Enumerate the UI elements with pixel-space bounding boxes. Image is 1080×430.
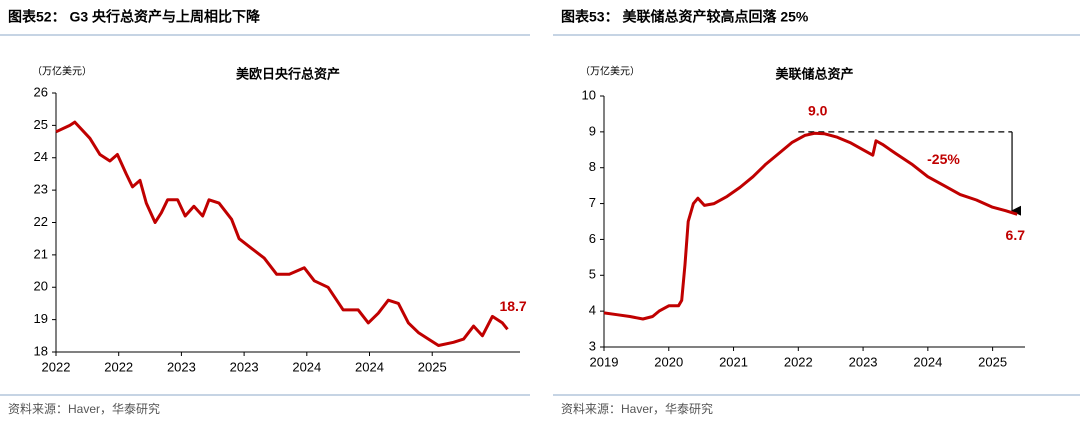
- x-tick-label: 2023: [167, 359, 196, 374]
- y-tick-label: 9: [589, 123, 596, 138]
- y-tick-label: 24: [34, 149, 48, 164]
- y-tick-label: 5: [589, 267, 596, 282]
- y-tick-label: 23: [34, 182, 48, 197]
- x-tick-label: 2022: [784, 354, 813, 369]
- y-tick-label: 20: [34, 279, 48, 294]
- chart-subtitle: 美欧日央行总资产: [236, 66, 340, 81]
- y-tick-label: 10: [582, 87, 596, 102]
- y-tick-label: 26: [34, 84, 48, 99]
- x-tick-label: 2019: [590, 354, 619, 369]
- y-tick-label: 7: [589, 195, 596, 210]
- x-tick-label: 2023: [849, 354, 878, 369]
- x-tick-label: 2023: [230, 359, 259, 374]
- source: 资料来源：Haver，华泰研究: [8, 401, 160, 416]
- y-unit: （万亿美元）: [32, 65, 92, 78]
- source: 资料来源：Haver，华泰研究: [561, 401, 713, 416]
- data-line: [55, 120, 509, 347]
- x-tick-label: 2022: [42, 359, 71, 374]
- y-tick-label: 22: [34, 214, 48, 229]
- x-tick-label: 2020: [654, 354, 683, 369]
- x-tick-label: 2022: [104, 359, 133, 374]
- y-unit: （万亿美元）: [580, 65, 640, 78]
- annotation: 18.7: [499, 298, 526, 314]
- y-tick-label: 21: [34, 246, 48, 261]
- y-tick-label: 18: [34, 343, 48, 358]
- y-tick-label: 25: [34, 117, 48, 132]
- panel-title: 图表52： G3 央行总资产与上周相比下降: [8, 9, 261, 25]
- y-tick-label: 4: [589, 303, 596, 318]
- annotation: 6.7: [1006, 227, 1026, 243]
- data-line: [603, 131, 1018, 321]
- x-tick-label: 2025: [418, 359, 447, 374]
- y-tick-label: 8: [589, 159, 596, 174]
- x-tick-label: 2024: [913, 354, 942, 369]
- annotation: -25%: [927, 151, 960, 167]
- chart-subtitle: 美联储总资产: [775, 66, 853, 81]
- y-tick-label: 19: [34, 311, 48, 326]
- x-tick-label: 2024: [292, 359, 321, 374]
- x-tick-label: 2024: [355, 359, 384, 374]
- x-tick-label: 2021: [719, 354, 748, 369]
- panel-title: 图表53： 美联储总资产较高点回落 25%: [561, 9, 809, 25]
- annotation: 9.0: [808, 103, 828, 119]
- y-tick-label: 6: [589, 231, 596, 246]
- x-tick-label: 2025: [978, 354, 1007, 369]
- y-tick-label: 3: [589, 338, 596, 353]
